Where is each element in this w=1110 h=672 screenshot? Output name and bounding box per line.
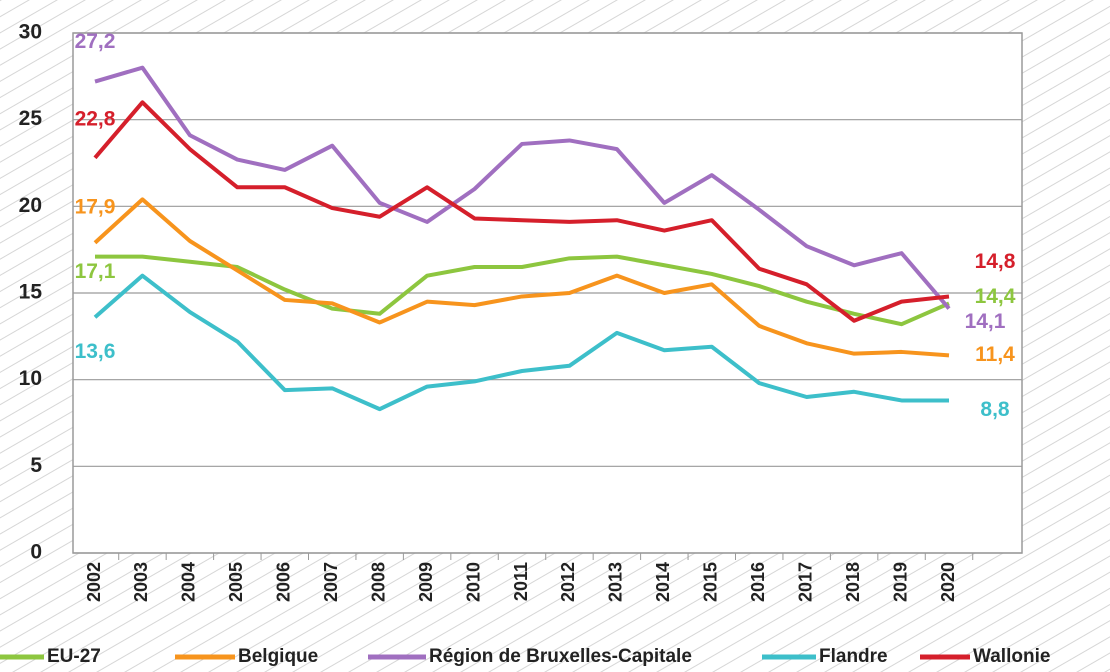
legend-label: EU-27 [47,646,101,667]
x-tick-label: 2009 [416,562,436,602]
x-tick-label: 2018 [843,562,863,602]
y-tick-label: 30 [19,21,42,44]
series-line [93,100,950,323]
x-tick-label: 2015 [701,562,721,602]
y-tick-label: 20 [19,194,42,217]
x-tick-label: 2013 [606,562,626,602]
x-tick-label: 2017 [795,562,815,602]
x-tick-label: 2014 [653,562,673,602]
x-tick-label: 2020 [938,562,958,602]
y-tick-label: 0 [30,541,42,564]
legend-label: Belgique [238,646,318,667]
x-tick-label: 2016 [748,562,768,602]
x-tick-label: 2010 [463,562,483,602]
x-tick-label: 2012 [558,562,578,602]
value-label: 14,8 [975,250,1016,273]
x-tick-label: 2002 [84,562,104,602]
value-label: 14,4 [975,285,1016,308]
value-label: 11,4 [975,343,1015,366]
legend-label: Région de Bruxelles-Capitale [429,646,692,667]
series-line [93,197,950,358]
series-line [94,65,951,310]
value-label: 8,8 [980,398,1010,421]
x-tick-label: 2011 [511,562,531,601]
x-tick-label: 2004 [179,562,199,602]
legend-label: Flandre [819,646,888,667]
x-tick-label: 2006 [274,562,294,602]
series-line [95,254,950,327]
value-label: 13,6 [75,340,116,363]
value-label: 17,1 [75,260,116,283]
x-tick-label: 2003 [131,562,151,602]
x-tick-label: 2005 [226,562,246,602]
value-label: 27,2 [75,30,116,53]
value-label: 14,1 [965,310,1006,333]
x-tick-label: 2008 [368,562,388,602]
legend-label: Wallonie [973,646,1050,667]
x-tick-label: 2007 [321,562,341,602]
x-tick-label: 2019 [890,562,910,602]
y-tick-label: 10 [19,367,42,390]
y-tick-label: 15 [19,281,43,304]
y-tick-label: 25 [19,107,43,130]
y-tick-label: 5 [30,454,42,477]
value-label: 22,8 [75,107,116,130]
value-label: 17,9 [75,195,116,218]
series-line [93,273,949,412]
